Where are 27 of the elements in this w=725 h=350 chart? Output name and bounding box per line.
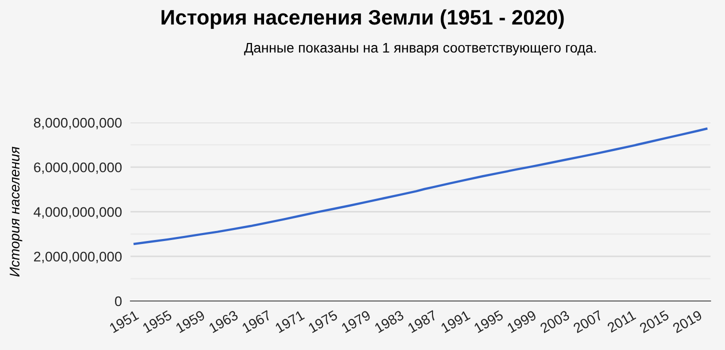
chart-subtitle: Данные показаны на 1 января соответствующего года.	[244, 42, 596, 56]
x-tick-label: 2007	[572, 310, 604, 334]
x-tick-label: 1991	[440, 310, 471, 334]
x-tick-label: 1951	[108, 310, 140, 334]
y-axis-title: История населения	[10, 146, 22, 277]
x-tick-label: 1955	[142, 310, 172, 334]
y-tick-label: 0	[114, 296, 122, 306]
chart-title: История населения Земли (1951 - 2020)	[162, 9, 564, 29]
x-tick-label: 2015	[638, 310, 670, 334]
y-tick-label: 8,000,000,000	[34, 118, 122, 130]
x-tick-label: 1971	[274, 310, 305, 334]
x-tick-label: 1959	[175, 310, 206, 334]
x-tick-label: 1963	[208, 310, 239, 334]
x-tick-label: 1975	[308, 310, 338, 334]
x-tick-label: 1983	[374, 310, 404, 334]
y-tick-label: 2,000,000,000	[34, 252, 122, 264]
x-tick-label: 2011	[606, 310, 636, 333]
x-tick-label: 2019	[672, 310, 703, 334]
y-tick-label: 4,000,000,000	[34, 207, 122, 219]
line-series	[134, 128, 708, 245]
x-tick-label: 2003	[540, 310, 570, 334]
x-tick-label: 1967	[242, 310, 272, 334]
x-tick-label: 1999	[506, 310, 537, 334]
x-tick-label: 1995	[474, 310, 504, 334]
x-tick-label: 1987	[407, 310, 438, 334]
x-tick-label: 1979	[340, 310, 372, 334]
y-tick-label: 6,000,000,000	[34, 162, 122, 174]
